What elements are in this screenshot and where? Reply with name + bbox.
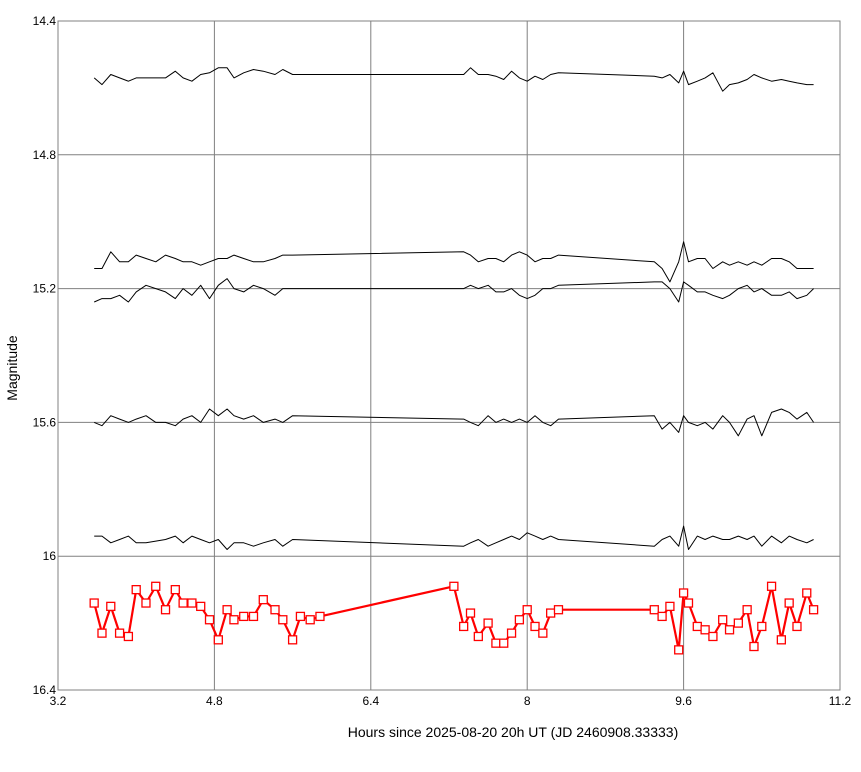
plot-area (58, 21, 840, 690)
x-tick-labels: 3.2 4.8 6.4 8 9.6 11.2 (50, 694, 852, 708)
target-data-point (89, 598, 99, 608)
target-data-point (530, 621, 540, 632)
comparison-series-line (94, 408, 815, 437)
x-tick-label: 11.2 (829, 694, 852, 708)
target-data-point (239, 611, 249, 622)
x-tick-label: 3.2 (50, 694, 67, 708)
y-tick-label: 14.4 (33, 14, 57, 28)
target-data-point (749, 641, 759, 652)
plot-frame (57, 20, 841, 691)
target-data-point (491, 638, 501, 648)
comparison-series-line (93, 67, 814, 92)
x-tick-label: 9.6 (675, 694, 692, 708)
x-axis-title: Hours since 2025-08-20 20h UT (JD 246090… (348, 724, 679, 740)
target-data-point (473, 631, 483, 642)
target-data-point (692, 621, 702, 632)
target-data-point (449, 581, 459, 591)
x-tick-label: 8 (524, 694, 531, 708)
comparison-series-line (94, 278, 814, 303)
target-data-point (248, 611, 259, 622)
target-data-point (724, 625, 735, 635)
target-data-point (499, 638, 509, 648)
target-data-point (222, 605, 232, 615)
target-data-point (287, 635, 298, 645)
y-tick-labels: 14.4 14.8 15.2 15.6 16 16.4 (33, 14, 57, 697)
target-data-point (315, 611, 325, 622)
target-data-point (546, 608, 556, 618)
target-data-point (708, 631, 718, 642)
target-data-point (757, 621, 767, 632)
target-data-point (522, 605, 532, 615)
target-data-point (270, 605, 280, 615)
target-data-point (553, 605, 564, 615)
target-data-point (506, 628, 517, 638)
x-tick-label: 6.4 (362, 694, 379, 708)
target-data-point (718, 615, 728, 625)
target-data-point (170, 585, 180, 595)
target-data-point (802, 588, 812, 598)
target-data-point (151, 581, 161, 591)
target-data-point (649, 605, 659, 615)
y-tick-label: 16 (43, 549, 57, 563)
target-data-point (131, 585, 141, 595)
target-data-point (204, 615, 215, 625)
target-data-point (97, 628, 107, 638)
y-tick-label: 15.6 (33, 415, 57, 429)
target-data-point (514, 615, 525, 625)
target-data-point (160, 605, 171, 615)
target-data-point (106, 601, 116, 612)
target-data-point (674, 645, 684, 655)
target-data-point (459, 621, 469, 632)
y-tick-label: 16.4 (33, 683, 57, 697)
target-data-point (213, 635, 223, 645)
target-data-point (187, 598, 197, 608)
target-data-point (733, 618, 743, 628)
target-data-point (700, 625, 710, 635)
target-data-point (784, 598, 794, 608)
comparison-series-line (94, 241, 814, 283)
comparison-series-line (94, 525, 814, 550)
target-data-point (278, 615, 288, 625)
x-tick-label: 4.8 (206, 694, 223, 708)
target-data-point (808, 605, 819, 615)
target-data-point (742, 605, 752, 615)
target-data-point (657, 611, 667, 622)
y-tick-label: 14.8 (33, 148, 57, 162)
target-data-point (123, 631, 134, 642)
target-data-point (196, 601, 206, 612)
target-data-point (141, 598, 151, 608)
target-data-point (776, 635, 786, 645)
target-data-point (483, 618, 493, 628)
target-data-point (305, 615, 315, 625)
target-data-point (229, 615, 239, 625)
target-data-point (258, 595, 268, 605)
target-data-point (178, 598, 188, 608)
target-data-point (295, 611, 306, 622)
target-data-point (665, 601, 675, 612)
y-tick-label: 15.2 (33, 282, 57, 296)
target-data-point (465, 608, 476, 618)
target-data-point (792, 621, 802, 632)
target-data-point (538, 628, 548, 638)
target-data-point (114, 628, 125, 638)
target-data-point (766, 581, 777, 591)
y-axis-title: Magnitude (4, 335, 20, 401)
target-data-point (683, 598, 694, 608)
series-group (89, 67, 819, 655)
target-data-point (678, 588, 689, 598)
